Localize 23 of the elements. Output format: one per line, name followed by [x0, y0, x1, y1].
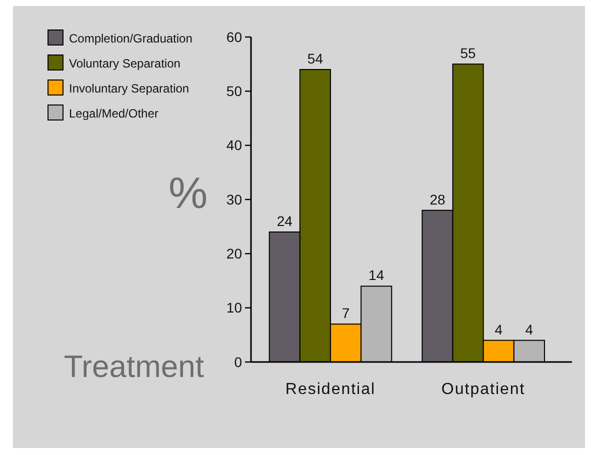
y-tick-label: 30 — [226, 191, 242, 208]
data-label: 28 — [430, 191, 446, 208]
data-label: 24 — [276, 213, 293, 229]
legend-label: Completion/Graduation — [69, 32, 192, 46]
data-label: 4 — [494, 321, 503, 338]
data-label: 54 — [307, 50, 324, 66]
x-tick-label: Outpatient — [441, 381, 526, 398]
x-axis-title: Treatment — [64, 349, 204, 384]
legend-label: Voluntary Separation — [69, 56, 180, 70]
legend-label: Involuntary Separation — [69, 82, 190, 96]
y-tick-label: 50 — [226, 83, 242, 100]
y-tick-label: 0 — [234, 354, 242, 370]
data-label: 7 — [342, 305, 350, 322]
y-axis-title: % — [168, 169, 208, 218]
data-label: 4 — [525, 321, 534, 338]
data-label: 14 — [368, 267, 384, 284]
y-tick-label: 20 — [226, 246, 242, 262]
y-tick-label: 60 — [226, 28, 242, 45]
data-label: 55 — [460, 45, 476, 62]
x-tick-label: Residential — [285, 381, 376, 398]
y-tick-label: 40 — [226, 137, 242, 154]
legend-label: Legal/Med/Other — [69, 106, 158, 120]
y-tick-label: 10 — [226, 300, 242, 316]
